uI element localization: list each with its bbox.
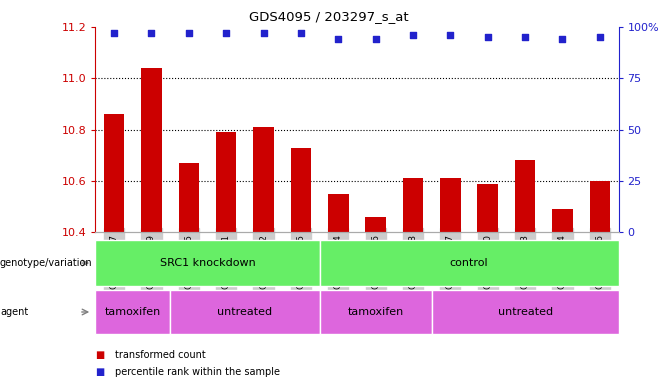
Point (482, 34, 493, 40)
Bar (178, 163, 199, 232)
Point (109, 30, 119, 36)
Bar (216, 132, 236, 232)
Text: SRC1 knockdown: SRC1 knockdown (160, 258, 255, 268)
Bar (104, 114, 124, 232)
Point (221, 30, 232, 36)
Bar (320, 240, 619, 286)
Point (295, 30, 306, 36)
Bar (403, 179, 423, 232)
Point (595, 34, 605, 40)
Point (184, 30, 194, 36)
Point (408, 32, 418, 38)
Bar (365, 217, 386, 232)
Text: untreated: untreated (217, 307, 272, 317)
Bar (440, 179, 461, 232)
Bar (95, 290, 170, 334)
Point (146, 30, 157, 36)
Point (370, 36, 381, 42)
Text: GDS4095 / 203297_s_at: GDS4095 / 203297_s_at (249, 10, 409, 23)
Bar (95, 240, 320, 286)
Text: ■: ■ (95, 350, 105, 360)
Point (259, 30, 269, 36)
Text: genotype/variation: genotype/variation (0, 258, 93, 268)
Point (333, 36, 343, 42)
Text: agent: agent (0, 307, 28, 317)
Text: ■: ■ (95, 367, 105, 377)
Bar (552, 209, 572, 232)
Bar (170, 290, 320, 334)
Bar (515, 161, 536, 232)
Bar (253, 127, 274, 232)
Bar (478, 184, 498, 232)
Bar (328, 194, 349, 232)
Text: control: control (450, 258, 488, 268)
Text: percentile rank within the sample: percentile rank within the sample (115, 367, 280, 377)
Bar (141, 68, 162, 232)
Text: tamoxifen: tamoxifen (105, 307, 161, 317)
Text: tamoxifen: tamoxifen (347, 307, 404, 317)
Point (557, 36, 568, 42)
Text: untreated: untreated (497, 307, 553, 317)
Bar (590, 181, 610, 232)
Bar (291, 147, 311, 232)
Point (445, 32, 455, 38)
Point (520, 34, 530, 40)
Bar (432, 290, 619, 334)
Text: transformed count: transformed count (115, 350, 206, 360)
Bar (320, 290, 432, 334)
